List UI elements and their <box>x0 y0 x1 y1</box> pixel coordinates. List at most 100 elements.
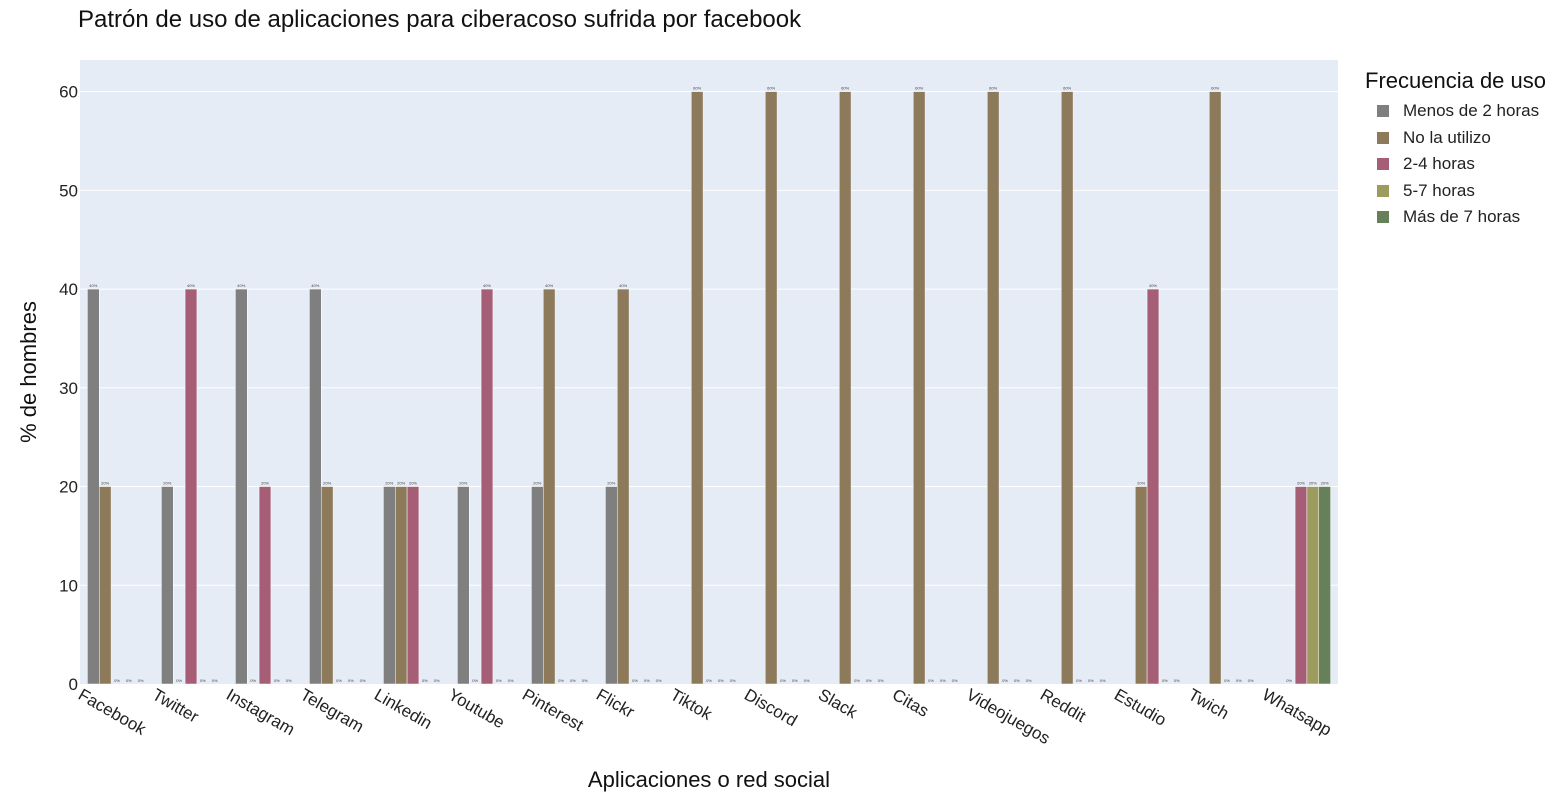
legend-item[interactable]: Más de 7 horas <box>1365 204 1563 231</box>
bar-value-label: 0% <box>940 678 946 683</box>
legend-swatch <box>1377 105 1389 118</box>
bar-value-label: 20% <box>101 481 109 486</box>
bar-value-label: 0% <box>1224 678 1230 683</box>
bars <box>87 91 1331 685</box>
bar-value-label: 0% <box>558 678 564 683</box>
bar-value-label: 20% <box>409 481 417 486</box>
bar-value-label: 0% <box>718 678 724 683</box>
x-tick-label: Youtube <box>445 685 508 732</box>
bar-value-label: 0% <box>866 678 872 683</box>
bar-value-label: 0% <box>854 678 860 683</box>
bar <box>1306 486 1320 685</box>
x-tick-label: Instagram <box>223 685 298 739</box>
bar-value-label: 0% <box>952 678 958 683</box>
bar-value-label: 60% <box>989 86 997 91</box>
y-axis-ticks: 0 10 20 30 40 50 60 <box>59 83 78 694</box>
bar-value-label: 20% <box>1297 481 1305 486</box>
bar <box>1146 288 1160 685</box>
bar-value-label: 0% <box>1236 678 1242 683</box>
bar-value-label: 60% <box>841 86 849 91</box>
bar <box>161 486 174 685</box>
x-tick-label: Telegram <box>297 685 367 736</box>
x-tick-label: Estudio <box>1111 685 1170 730</box>
bar-value-label: 0% <box>1248 678 1254 683</box>
bar <box>616 288 630 685</box>
bar-value-label: 0% <box>200 678 206 683</box>
legend-item[interactable]: 2-4 horas <box>1365 151 1563 178</box>
bar <box>531 486 544 685</box>
legend-item[interactable]: 5-7 horas <box>1365 178 1563 205</box>
bar-value-label: 0% <box>250 678 256 683</box>
bar-value-label: 0% <box>138 678 144 683</box>
bar-value-label: 0% <box>114 678 120 683</box>
legend-item[interactable]: Menos de 2 horas <box>1365 98 1563 125</box>
bar-value-label: 0% <box>632 678 638 683</box>
bar <box>309 288 322 685</box>
bar-value-label: 0% <box>434 678 440 683</box>
bar-value-label: 0% <box>336 678 342 683</box>
legend-item[interactable]: No la utilizo <box>1365 125 1563 152</box>
bar-value-label: 0% <box>422 678 428 683</box>
bar-value-label: 0% <box>126 678 132 683</box>
bar-value-label: 0% <box>730 678 736 683</box>
bar-value-label: 0% <box>1002 678 1008 683</box>
bar <box>986 91 1000 685</box>
bar-value-label: 0% <box>570 678 576 683</box>
x-axis-ticks: Facebook Twitter Instagram Telegram Linkedin… <box>75 685 1335 748</box>
bar-value-label: 60% <box>767 86 775 91</box>
bar-value-label: 40% <box>619 283 627 288</box>
y-tick-label: 60 <box>59 83 78 102</box>
bar-value-label: 0% <box>1162 678 1168 683</box>
x-tick-label: Pinterest <box>519 685 587 735</box>
bar-value-label: 0% <box>1014 678 1020 683</box>
x-tick-label: Facebook <box>75 685 150 739</box>
x-tick-label: Twich <box>1185 685 1232 723</box>
x-tick-label: Tiktok <box>667 685 716 724</box>
bar-value-label: 40% <box>1149 283 1157 288</box>
bar <box>764 91 778 685</box>
y-tick-label: 40 <box>59 280 78 299</box>
x-tick-label: Linkedin <box>371 685 435 733</box>
x-tick-label: Twitter <box>149 685 202 727</box>
bar <box>87 288 100 685</box>
bar-value-label: 60% <box>915 86 923 91</box>
bar-value-label: 0% <box>348 678 354 683</box>
bar-value-label: 20% <box>533 481 541 486</box>
y-tick-label: 10 <box>59 576 78 595</box>
bar-value-label: 0% <box>472 678 478 683</box>
bar <box>542 288 556 685</box>
bar-value-label: 0% <box>286 678 292 683</box>
x-tick-label: Flickr <box>593 685 638 722</box>
y-tick-label: 0 <box>69 675 78 694</box>
x-axis-title: Aplicaciones o red social <box>588 767 830 792</box>
bar <box>1208 91 1222 685</box>
x-tick-label: Citas <box>889 685 932 721</box>
bar-value-label: 0% <box>508 678 514 683</box>
x-tick-label: Whatsapp <box>1259 685 1335 740</box>
bar-value-label: 0% <box>792 678 798 683</box>
bar <box>258 486 272 685</box>
bar <box>1318 486 1331 685</box>
y-tick-label: 50 <box>59 181 78 200</box>
bar <box>1060 91 1074 685</box>
legend-label: Más de 7 horas <box>1403 207 1521 227</box>
bar <box>235 288 248 685</box>
bar-value-label: 20% <box>1321 481 1329 486</box>
bar-value-label: 40% <box>187 283 195 288</box>
legend-items: Menos de 2 horas No la utilizo 2-4 horas 5-… <box>1365 98 1563 231</box>
bar <box>1134 486 1148 685</box>
bar-value-label: 20% <box>1309 481 1317 486</box>
legend-swatch <box>1377 184 1389 197</box>
bar-value-label: 20% <box>163 481 171 486</box>
bar-value-label: 20% <box>459 481 467 486</box>
bar-value-label: 0% <box>176 678 182 683</box>
bar-value-label: 20% <box>1137 481 1145 486</box>
bar <box>605 486 618 685</box>
legend-label: 2-4 horas <box>1403 154 1475 174</box>
bar-value-label: 40% <box>89 283 97 288</box>
bar-value-label: 0% <box>582 678 588 683</box>
bar-value-label: 20% <box>607 481 615 486</box>
legend-label: Menos de 2 horas <box>1403 101 1540 121</box>
x-tick-label: Slack <box>815 685 861 722</box>
